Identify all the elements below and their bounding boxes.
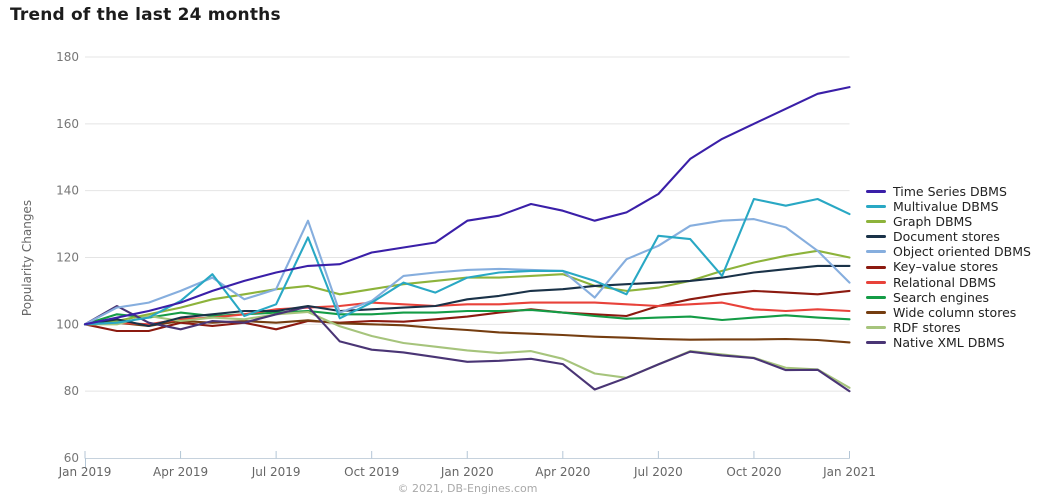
legend-item-native-xml-dbms[interactable]: Native XML DBMS xyxy=(866,335,1031,350)
series-line-wide-column-stores[interactable] xyxy=(83,319,851,344)
legend-item-wide-column-stores[interactable]: Wide column stores xyxy=(866,305,1031,320)
chart-title: Trend of the last 24 months xyxy=(10,5,281,25)
x-tick-label: Jul 2020 xyxy=(633,465,683,479)
legend-label: Time Series DBMS xyxy=(893,184,1007,199)
y-tick-label: 60 xyxy=(64,451,79,465)
y-tick-label: 160 xyxy=(56,117,79,131)
legend-label: Key–value stores xyxy=(893,259,999,275)
x-tick-label: Jul 2019 xyxy=(251,465,301,479)
legend-swatch xyxy=(866,205,886,209)
legend-item-multivalue-dbms[interactable]: Multivalue DBMS xyxy=(866,199,1031,214)
x-tick-label: Jan 2020 xyxy=(440,465,494,479)
legend-item-graph-dbms[interactable]: Graph DBMS xyxy=(866,214,1031,229)
x-tick-label: Oct 2020 xyxy=(726,465,781,479)
legend-item-document-stores[interactable]: Document stores xyxy=(866,229,1031,244)
x-tick-label: Jan 2019 xyxy=(58,465,112,479)
legend-swatch xyxy=(866,235,886,239)
legend-swatch xyxy=(866,250,886,254)
legend-item-key-value-stores[interactable]: Key–value stores xyxy=(866,259,1031,274)
legend-swatch xyxy=(866,220,886,224)
chart-legend: Time Series DBMS Multivalue DBMS Graph DBM… xyxy=(866,184,1031,350)
legend-label: Native XML DBMS xyxy=(893,334,1005,350)
y-tick-label: 180 xyxy=(56,50,79,64)
series-line-graph-dbms[interactable] xyxy=(83,249,851,326)
x-tick-label: Jan 2021 xyxy=(822,465,876,479)
series-line-search-engines[interactable] xyxy=(83,308,851,326)
legend-item-object-oriented-dbms[interactable]: Object oriented DBMS xyxy=(866,244,1031,259)
legend-swatch xyxy=(866,325,886,329)
legend-swatch xyxy=(866,265,886,269)
y-tick-label: 100 xyxy=(56,317,79,331)
series-line-document-stores[interactable] xyxy=(83,264,851,328)
legend-label: RDF stores xyxy=(893,319,961,335)
legend-swatch xyxy=(866,295,886,299)
copyright-note: © 2021, DB-Engines.com xyxy=(397,482,538,495)
series-line-native-xml-dbms[interactable] xyxy=(83,304,851,393)
legend-label: Document stores xyxy=(893,229,1000,245)
series-line-key-value-stores[interactable] xyxy=(83,289,851,333)
legend-swatch xyxy=(866,310,886,314)
legend-item-relational-dbms[interactable]: Relational DBMS xyxy=(866,275,1031,290)
legend-label: Multivalue DBMS xyxy=(893,199,999,215)
legend-label: Graph DBMS xyxy=(893,214,973,230)
y-tick-label: 140 xyxy=(56,184,79,198)
legend-label: Search engines xyxy=(893,289,990,305)
series-line-multivalue-dbms[interactable] xyxy=(83,197,851,326)
legend-item-search-engines[interactable]: Search engines xyxy=(866,290,1031,305)
legend-label: Object oriented DBMS xyxy=(893,244,1031,260)
legend-label: Relational DBMS xyxy=(893,274,996,290)
legend-swatch xyxy=(866,340,886,344)
y-tick-label: 120 xyxy=(56,251,79,265)
x-tick-label: Oct 2019 xyxy=(344,465,399,479)
y-tick-label: 80 xyxy=(64,384,79,398)
series-line-object-oriented-dbms[interactable] xyxy=(83,218,851,326)
legend-item-rdf-stores[interactable]: RDF stores xyxy=(866,320,1031,335)
legend-label: Wide column stores xyxy=(893,304,1017,320)
series-line-time-series-dbms[interactable] xyxy=(83,86,851,326)
legend-swatch xyxy=(866,280,886,284)
y-axis-title: Popularity Changes xyxy=(20,200,34,316)
legend-item-time-series-dbms[interactable]: Time Series DBMS xyxy=(866,184,1031,199)
x-tick-label: Apr 2020 xyxy=(535,465,590,479)
x-tick-label: Apr 2019 xyxy=(153,465,208,479)
legend-swatch xyxy=(866,190,886,194)
